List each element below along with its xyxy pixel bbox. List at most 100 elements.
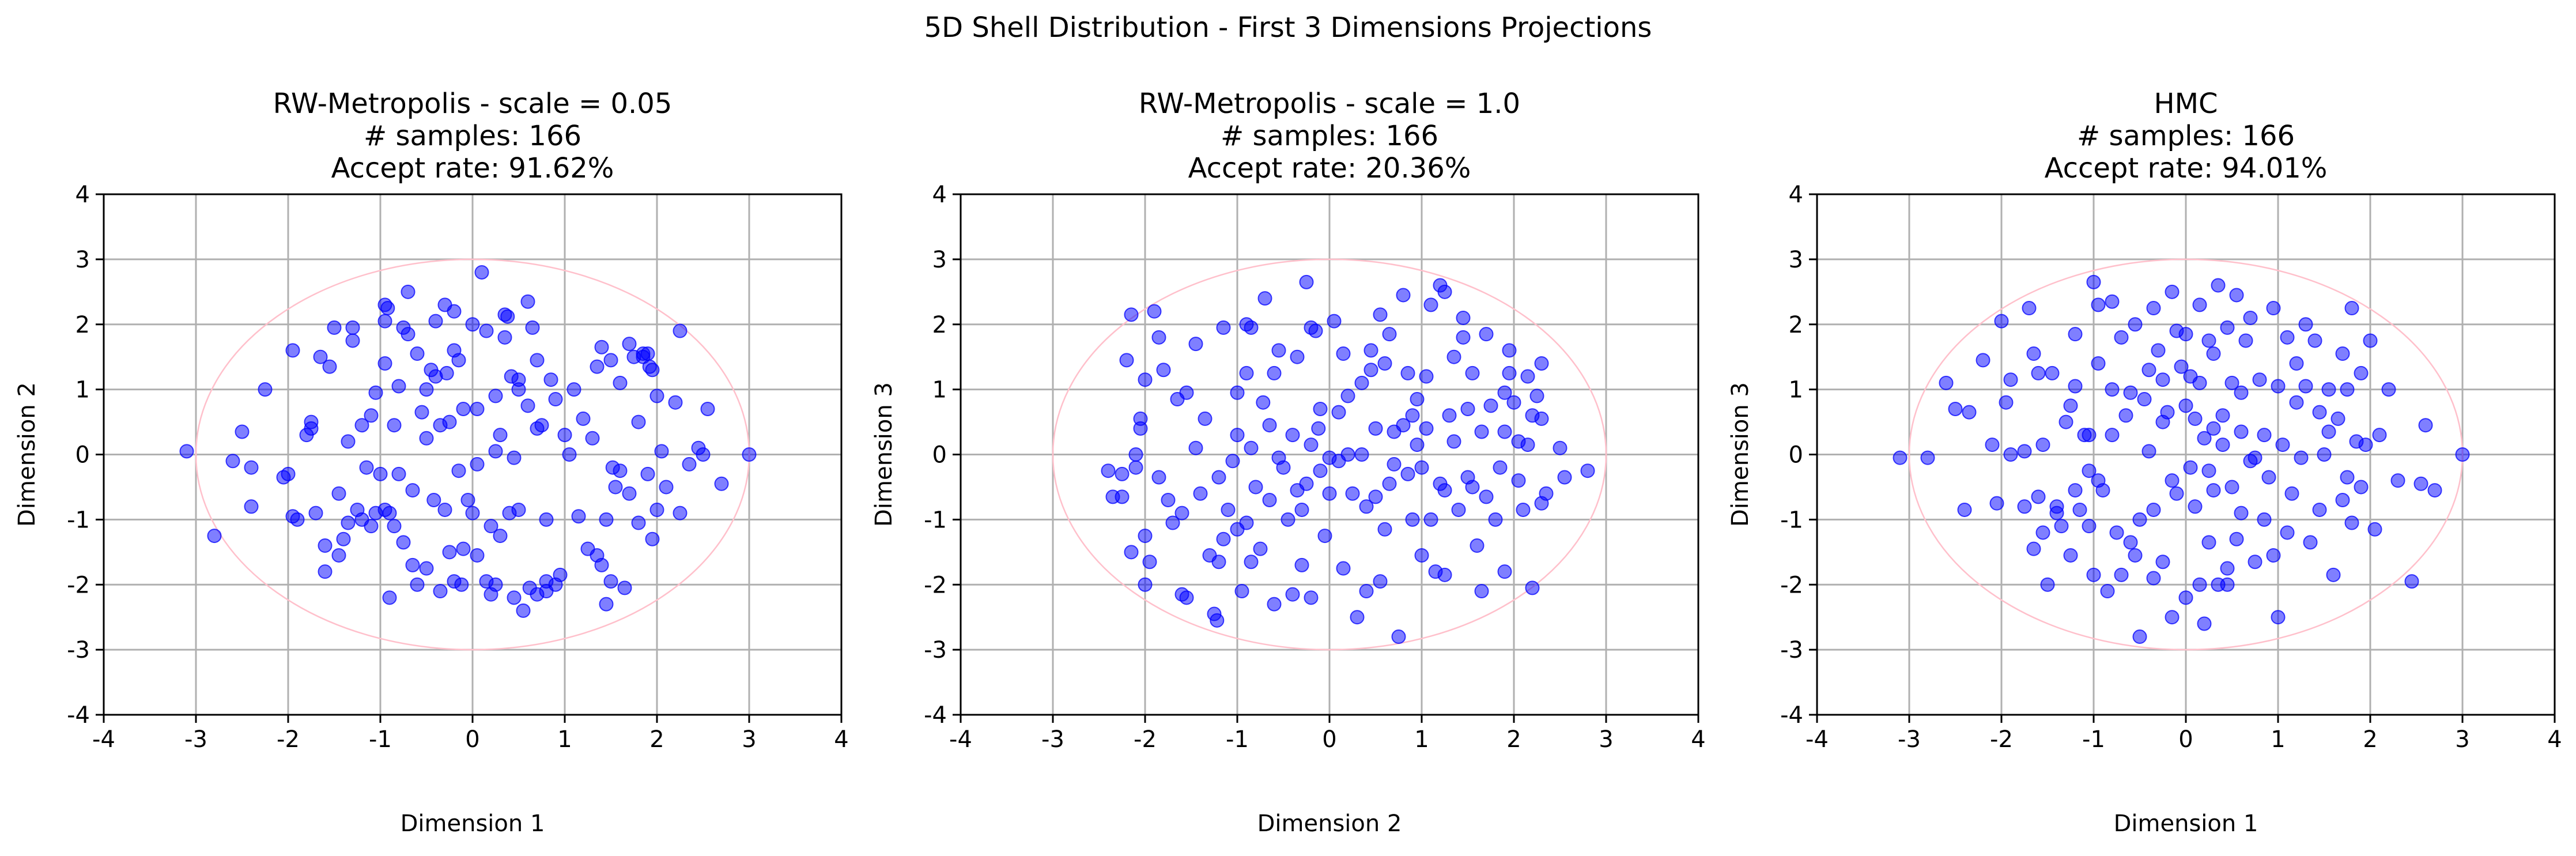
- data-point: [2266, 301, 2281, 316]
- data-point: [2220, 561, 2235, 576]
- data-point: [2086, 274, 2101, 289]
- data-point: [2275, 438, 2290, 452]
- data-point: [2022, 301, 2037, 316]
- data-point: [594, 340, 609, 355]
- data-point: [2413, 476, 2428, 491]
- data-point: [1414, 548, 1429, 563]
- y-tick-label: 2: [932, 312, 947, 338]
- data-point: [1267, 597, 1282, 612]
- data-point: [179, 444, 194, 459]
- data-point: [1234, 584, 1249, 599]
- data-point: [1437, 284, 1452, 299]
- subplot-title-line: HMC: [2154, 88, 2218, 120]
- data-point: [2289, 395, 2304, 410]
- data-point: [1221, 502, 1236, 517]
- data-point: [327, 320, 342, 335]
- data-point: [1340, 389, 1355, 404]
- data-point: [2003, 447, 2018, 462]
- data-point: [1271, 343, 1286, 358]
- data-point: [1336, 346, 1351, 361]
- data-point: [426, 493, 441, 508]
- data-point: [405, 483, 420, 498]
- data-point: [1256, 395, 1271, 410]
- y-tick-label: 1: [75, 377, 90, 404]
- data-point: [2335, 493, 2350, 508]
- data-point: [1156, 363, 1171, 378]
- data-point: [2248, 450, 2263, 465]
- data-point: [1539, 486, 1554, 501]
- data-point: [2220, 577, 2235, 592]
- data-point: [1382, 476, 1397, 491]
- data-point: [1322, 486, 1337, 501]
- data-point: [1377, 522, 1392, 537]
- data-point: [1138, 529, 1153, 544]
- data-point: [1239, 365, 1254, 380]
- y-tick-label: -2: [1780, 572, 1803, 598]
- data-point: [534, 418, 549, 433]
- data-point: [1446, 349, 1461, 364]
- data-point: [2155, 555, 2170, 570]
- data-point: [2100, 584, 2115, 599]
- data-point: [673, 506, 688, 521]
- data-point: [2082, 519, 2097, 534]
- subplots: RW-Metropolis - scale = 0.05# samples: 1…: [14, 88, 2562, 837]
- data-point: [474, 265, 489, 280]
- data-point: [1216, 320, 1231, 335]
- data-point: [1580, 463, 1595, 478]
- data-point: [1460, 401, 1475, 416]
- x-tick-label: -4: [1806, 726, 1829, 753]
- data-point: [2280, 330, 2295, 345]
- data-point: [2220, 320, 2235, 335]
- data-point: [2026, 541, 2041, 556]
- data-point: [1474, 424, 1489, 439]
- y-tick-label: -1: [67, 507, 90, 533]
- data-point: [1119, 353, 1134, 368]
- x-tick-label: 3: [742, 726, 756, 753]
- data-point: [516, 603, 531, 618]
- data-point: [2123, 535, 2138, 550]
- data-point: [700, 401, 715, 416]
- data-point: [2086, 567, 2101, 582]
- data-point: [1529, 389, 1544, 404]
- data-point: [1354, 447, 1369, 462]
- data-point: [2206, 421, 2221, 436]
- data-point: [2201, 463, 2216, 478]
- subplot-title-line: # samples: 166: [364, 120, 581, 152]
- data-point: [1470, 538, 1485, 553]
- data-point: [2114, 567, 2129, 582]
- data-point: [1465, 365, 1480, 380]
- data-point: [2035, 525, 2050, 540]
- data-point: [1248, 480, 1263, 495]
- data-point: [1396, 418, 1411, 433]
- data-point: [1138, 372, 1153, 387]
- data-point: [2326, 567, 2341, 582]
- data-point: [1313, 401, 1328, 416]
- data-point: [622, 486, 637, 501]
- data-point: [2312, 502, 2327, 517]
- data-point: [318, 538, 333, 553]
- data-point: [2224, 480, 2239, 495]
- data-point: [2358, 438, 2373, 452]
- data-point: [1419, 369, 1434, 384]
- data-point: [479, 323, 494, 338]
- data-point: [1198, 411, 1213, 426]
- data-point: [2298, 379, 2313, 394]
- data-point: [2192, 375, 2207, 390]
- data-point: [1225, 454, 1240, 469]
- data-point: [1257, 291, 1272, 306]
- data-point: [331, 548, 346, 563]
- data-point: [1976, 353, 1990, 368]
- data-point: [2201, 333, 2216, 348]
- data-point: [380, 301, 395, 316]
- data-point: [2035, 438, 2050, 452]
- data-point: [1244, 320, 1259, 335]
- data-point: [2192, 297, 2207, 312]
- data-point: [2132, 629, 2147, 644]
- data-point: [2178, 327, 2193, 342]
- data-point: [2017, 499, 2032, 514]
- data-point: [345, 320, 360, 335]
- x-tick-label: 0: [465, 726, 479, 753]
- data-point: [2280, 525, 2295, 540]
- data-point: [507, 590, 522, 605]
- data-point: [1451, 502, 1466, 517]
